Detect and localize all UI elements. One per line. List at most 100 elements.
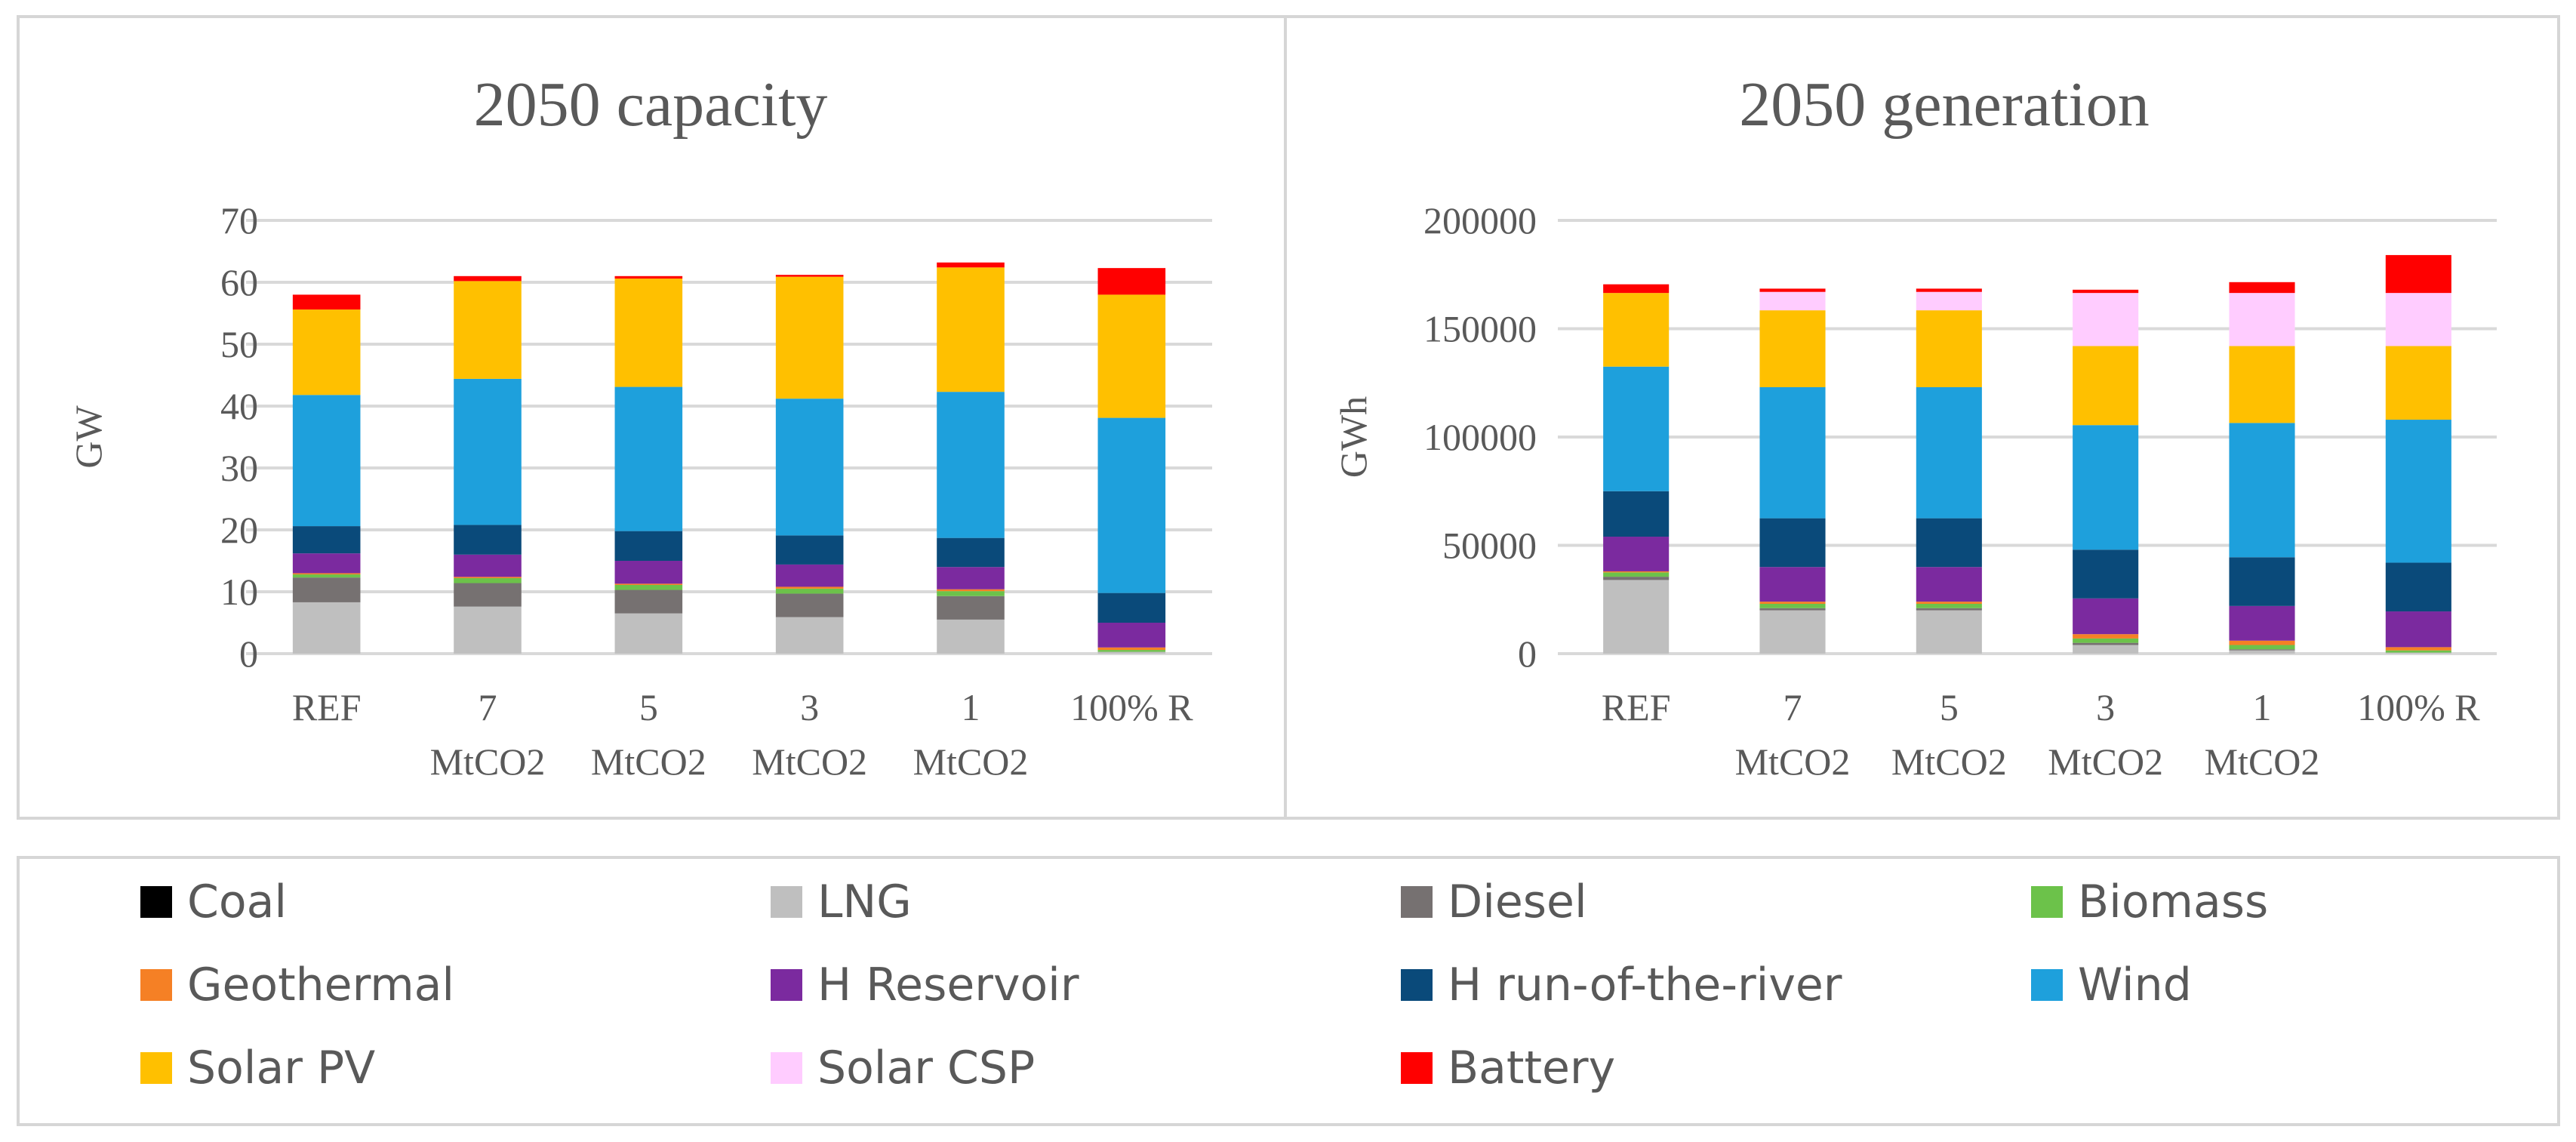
bar-segment-h-reservoir [1603,537,1670,571]
legend-label: Battery [1448,1042,1616,1094]
bar-segment-solar-pv [454,281,522,379]
legend-label: Geothermal [187,959,455,1011]
legend-label: H run-of-the-river [1448,959,1842,1011]
bar-segment-battery [614,275,683,279]
bar-segment-battery [1916,288,1982,292]
panel-divider [1284,18,1287,817]
bar-segment-battery [1759,288,1826,292]
bar-segment-biomass [937,591,1005,596]
bar-segment-solar-csp [1916,291,1982,311]
y-tick-label: 10 [220,571,258,613]
legend-label: Biomass [2078,876,2269,928]
legend-swatch [1401,969,1433,1001]
bar-segment-lng [937,619,1005,654]
bar-segment-h-reservoir [2229,605,2295,641]
bar-segment-geothermal [1916,602,1982,604]
bar-segment-geothermal [775,586,844,589]
bar-segment-h-run-of-the-river [2073,549,2139,599]
bar-segment-h-run-of-the-river [1759,518,1826,568]
y-tick-label: 100000 [1423,416,1537,458]
bar-segment-diesel [614,589,683,614]
y-tick-label: 50 [220,323,258,365]
bar-segment-h-run-of-the-river [1603,491,1670,537]
legend-item-lng: LNG [771,872,912,932]
bar-segment-wind [775,399,844,536]
legend-label: Wind [2078,959,2192,1011]
bar-segment-battery [937,262,1005,268]
bar-segment-solar-csp [2385,293,2451,346]
x-tick-label: MtCO2 [2205,740,2320,783]
bar-segment-solar-pv [1603,293,1670,367]
bar-segment-diesel [2229,649,2295,651]
bar-segment-wind [2073,425,2139,550]
bar-segment-h-run-of-the-river [775,535,844,565]
x-tick-label: 7 [479,686,497,728]
x-tick-label: MtCO2 [1891,740,2007,783]
bar-segment-h-reservoir [292,553,361,574]
bar-segment-diesel [1603,577,1670,580]
y-tick-label: 60 [220,261,258,303]
legend-swatch [140,886,172,918]
bar-segment-geothermal [454,577,522,578]
bar-segment-biomass [775,588,844,594]
bar-segment-wind [2229,423,2295,558]
legend-swatch [140,969,172,1001]
bar-segment-h-run-of-the-river [292,526,361,554]
legend-label: Coal [187,876,288,928]
x-tick-label: REF [292,686,362,728]
bar-segment-solar-pv [775,276,844,399]
bar-segment-wind [1759,386,1826,519]
bar-segment-wind [1916,386,1982,519]
bar-segment-geothermal [2229,640,2295,645]
bar-segment-h-reservoir [454,554,522,577]
bar-segment-solar-pv [937,267,1005,392]
bar-segment-battery [1097,268,1166,295]
y-tick-label: 0 [1518,633,1537,675]
legend-label: Solar CSP [817,1042,1036,1094]
y-axis-label: GW [67,405,109,469]
x-tick-label: MtCO2 [2048,740,2163,783]
bar-segment-geothermal [937,589,1005,592]
x-tick-label: MtCO2 [1735,740,1851,783]
bar-segment-wind [1603,366,1670,491]
chart-title: 2050 capacity [474,69,828,140]
bar-segment-h-reservoir [2073,598,2139,635]
bar-segment-h-run-of-the-river [454,525,522,555]
legend: Coal LNG Diesel Biomass Geothermal H Reservoi… [20,859,2557,1123]
x-tick-label: MtCO2 [752,740,867,783]
legend-item-battery: Battery [1401,1038,1615,1098]
legend-swatch [1401,1052,1433,1084]
bar-segment-biomass [454,577,522,583]
x-tick-label: MtCO2 [591,740,706,783]
bar-segment-solar-csp [1759,291,1826,311]
bar-segment-diesel [292,577,361,602]
bar-segment-lng [2229,650,2295,654]
bar-segment-lng [2385,652,2451,654]
bar-segment-h-run-of-the-river [1916,518,1982,568]
bar-segment-h-reservoir [1916,567,1982,602]
bar-segment-solar-pv [2229,346,2295,423]
legend-item-solar-csp: Solar CSP [771,1038,1035,1098]
bar-segment-geothermal [2385,647,2451,651]
bar-segment-lng [614,613,683,654]
bar-segment-battery [2385,254,2451,294]
x-tick-label: MtCO2 [913,740,1029,783]
bar-segment-geothermal [1759,602,1826,604]
x-tick-label: 100% R [1070,686,1193,728]
bar-segment-diesel [775,593,844,617]
bar-segment-diesel [1916,608,1982,611]
bar-segment-diesel [1759,608,1826,611]
bar-segment-biomass [614,584,683,590]
bar-segment-solar-pv [1916,310,1982,387]
legend-item-diesel: Diesel [1401,872,1587,932]
y-tick-label: 200000 [1423,199,1537,242]
y-tick-label: 150000 [1423,308,1537,350]
bar-segment-h-run-of-the-river [2385,562,2451,612]
bar-segment-geothermal [1603,571,1670,573]
bar-segment-h-reservoir [775,564,844,587]
chart-2: 2050 generation GWh 0 50000 100000 150000 2000… [1332,69,2497,783]
bar-segment-lng [1603,580,1670,654]
bar-segment-solar-pv [2073,346,2139,426]
x-tick-label: 5 [639,686,658,728]
